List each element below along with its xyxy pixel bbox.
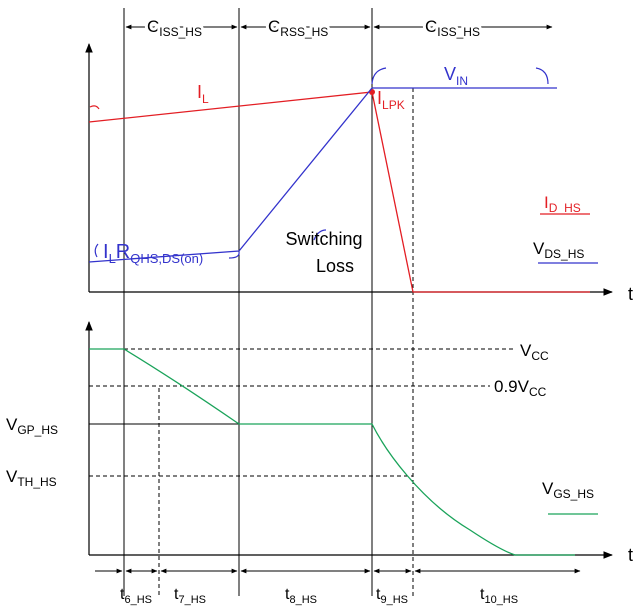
input-voltage-label: VIN [444, 64, 468, 88]
rdson-start-bracket [94, 243, 99, 258]
plateau-voltage-label: VGP_HS [6, 415, 58, 437]
time-label-t8: t8_HS [285, 586, 317, 606]
vcc-label: VCC [520, 341, 549, 363]
region-label-crss: CRSS_HS [268, 17, 328, 39]
region-label-ciss-1: CISS_HS [147, 17, 202, 39]
time-boundary-lines [123, 8, 414, 596]
current-start-bracket [89, 105, 100, 110]
vcc09-label: 0.9VCC [494, 377, 547, 399]
region-label-ciss-2: CISS_HS [425, 17, 480, 39]
rdson-end-bracket [228, 251, 240, 259]
switching-loss-label-line1: Switching [285, 229, 362, 249]
threshold-voltage-label: VTH_HS [6, 467, 57, 489]
rdson-drop-label: ILRQHS,DS(on) [103, 241, 203, 266]
legend-drain-current-label: ID_HS [544, 193, 581, 215]
vin-end-bracket [535, 67, 549, 85]
inductor-current-label: IL [197, 82, 209, 106]
time-label-t10: t10_HS [480, 586, 518, 606]
vin-start-bracket [371, 67, 387, 85]
time-label-t9: t9_HS [376, 586, 408, 606]
legend-vgs-label: VGS_HS [542, 479, 594, 501]
gate-source-voltage-waveform [89, 348, 575, 556]
time-labels: t6_HS t7_HS t8_HS t9_HS t10_HS [120, 586, 518, 606]
drain-current-waveform [88, 91, 590, 293]
gate-reference-levels [89, 348, 515, 477]
time-label-t7: t7_HS [174, 586, 206, 606]
legend-vds-label: VDS_HS [533, 239, 584, 261]
top-t-axis-label: t [628, 284, 633, 304]
drain-source-voltage-waveform [88, 87, 557, 263]
switching-loss-label-line2: Loss [316, 256, 354, 276]
switching-loss-bracket [313, 229, 327, 241]
peak-current-label: ILPK [377, 88, 405, 112]
time-label-t6: t6_HS [120, 586, 152, 606]
bottom-t-axis-label: t [628, 545, 633, 565]
